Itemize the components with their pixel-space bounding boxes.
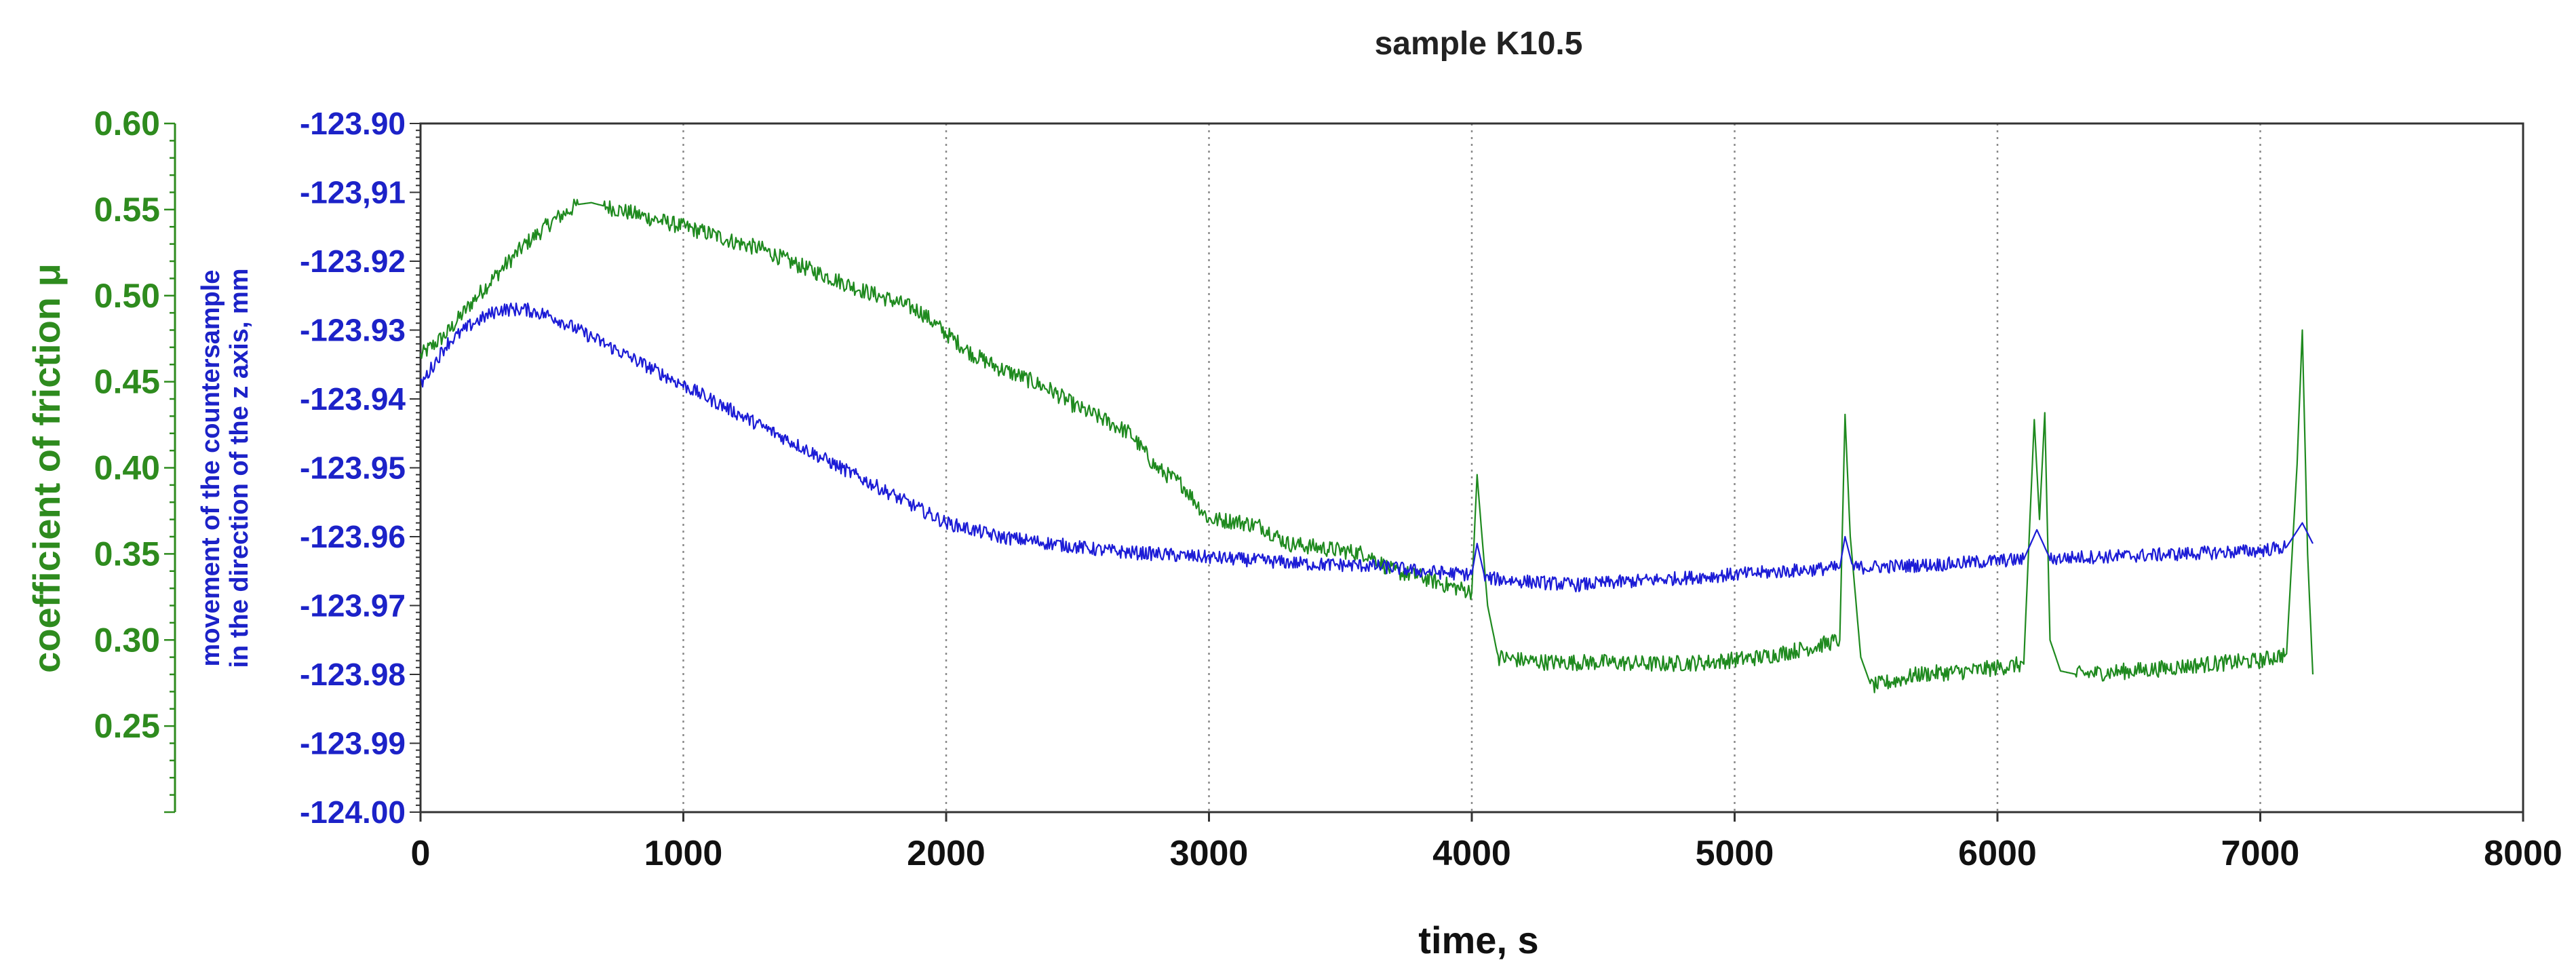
left-y-axis-label: coefficient of friction μ: [25, 263, 68, 673]
x-axis-label: time, s: [1418, 919, 1538, 961]
right-y-axis-label-line1: movement of the countersample: [197, 270, 225, 667]
grid-lines: [682, 123, 2261, 812]
x-tick-label: 2000: [907, 834, 985, 873]
right-tick-label: -124.00: [300, 794, 406, 830]
x-tick-label: 1000: [644, 834, 723, 873]
x-tick-label: 8000: [2484, 834, 2562, 873]
series-line-z-movement: [420, 302, 2314, 593]
right-tick-label: -123.94: [300, 381, 406, 417]
x-tick-label: 4000: [1432, 834, 1511, 873]
right-tick-label: -123.90: [300, 106, 406, 141]
right-tick-label: -123.98: [300, 657, 406, 692]
x-tick-label: 3000: [1170, 834, 1249, 873]
right-tick-label: -123.96: [300, 519, 406, 554]
right-tick-label: -123.99: [300, 726, 406, 761]
right-y-axis: -123.90 -123,91 -123.92 -123.93 -123.94 -123.…: [300, 106, 421, 830]
x-tick-label: 5000: [1696, 834, 1774, 873]
left-tick-label: 0.25: [94, 707, 160, 745]
series-lines: [419, 198, 2314, 693]
left-tick-label: 0.55: [94, 191, 160, 229]
right-tick-label: -123.93: [300, 313, 406, 348]
left-tick-label: 0.35: [94, 535, 160, 573]
left-y-axis: 0.60 0.55 0.50 0.45 0.40 0.35 0.30 0.25: [94, 104, 176, 813]
right-tick-label: -123.95: [300, 451, 406, 486]
left-tick-label: 0.50: [94, 277, 160, 315]
right-tick-label: -123,91: [300, 175, 406, 210]
right-tick-label: -123.92: [300, 244, 406, 279]
right-tick-label: -123.97: [300, 588, 406, 624]
x-tick-label: 6000: [1958, 834, 2037, 873]
x-axis: 0 1000 2000 3000 4000 5000 6000 7000 8000: [411, 812, 2562, 873]
x-tick-label: 0: [411, 834, 431, 873]
left-tick-label: 0.30: [94, 621, 160, 659]
left-tick-label: 0.45: [94, 363, 160, 401]
right-y-axis-label-line2: in the direction of the z axis, mm: [225, 268, 254, 668]
left-tick-label: 0.60: [94, 104, 160, 142]
x-tick-label: 7000: [2221, 834, 2300, 873]
series-line-friction: [419, 198, 2314, 693]
left-tick-label: 0.40: [94, 449, 160, 487]
chart-title: sample K10.5: [1375, 26, 1583, 62]
